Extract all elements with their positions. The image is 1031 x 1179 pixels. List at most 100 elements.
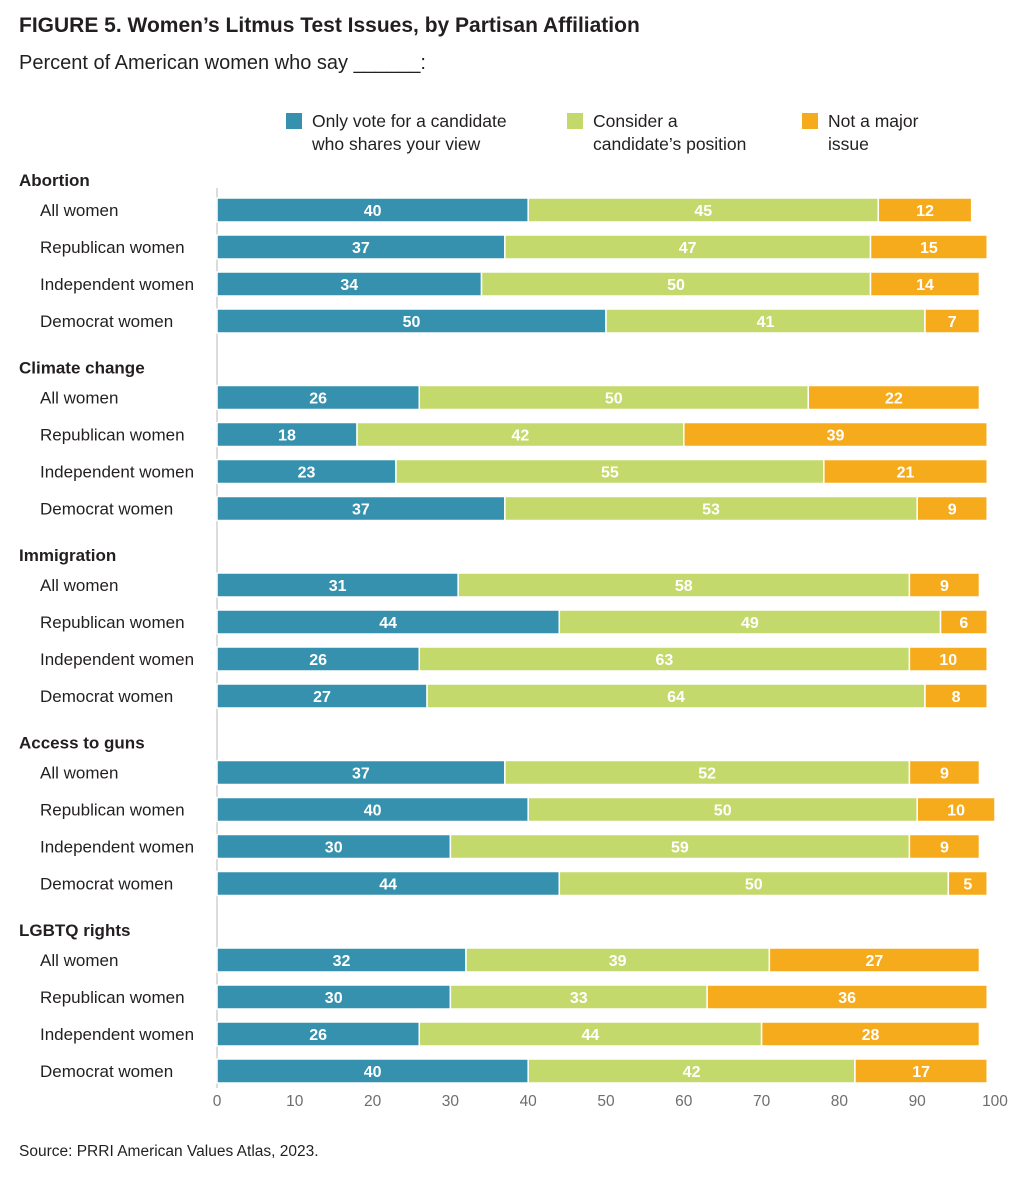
data-label: 9 — [940, 578, 949, 595]
data-label: 14 — [916, 277, 934, 294]
legend-item-consider: Consider a candidate’s position — [567, 110, 746, 156]
data-label: 22 — [885, 391, 903, 408]
bar-segment — [908, 833, 981, 860]
bar-segment — [908, 572, 981, 598]
x-tick-label: 20 — [364, 1093, 382, 1110]
bar-segment — [939, 609, 988, 635]
data-label: 59 — [671, 840, 689, 857]
data-label: 5 — [963, 877, 972, 894]
legend-label-consider: Consider a candidate’s position — [593, 111, 747, 154]
x-tick-label: 40 — [520, 1093, 538, 1110]
row-label: All women — [40, 764, 118, 783]
data-label: 37 — [352, 240, 370, 257]
data-label: 50 — [714, 803, 732, 820]
x-tick-label: 10 — [286, 1093, 304, 1110]
bar-segment — [216, 495, 506, 522]
data-label: 58 — [675, 578, 693, 595]
row-label: All women — [40, 201, 118, 220]
bar-segment — [418, 646, 911, 672]
bar-segment — [807, 384, 981, 411]
data-label: 44 — [379, 615, 397, 632]
bar-segment — [216, 458, 397, 485]
row-label: Independent women — [40, 650, 194, 669]
legend-swatch-consider — [567, 113, 583, 129]
group-label: Access to guns — [19, 734, 145, 753]
bar-segment — [465, 947, 771, 973]
data-label: 8 — [952, 689, 961, 706]
bar-segment — [418, 1021, 763, 1047]
data-label: 18 — [278, 428, 296, 445]
data-label: 27 — [866, 953, 884, 970]
bar-segment — [869, 234, 988, 260]
x-tick-label: 90 — [909, 1093, 927, 1110]
data-label: 30 — [325, 990, 343, 1007]
bar-segment — [216, 833, 452, 860]
x-tick-label: 50 — [597, 1093, 615, 1110]
data-label: 50 — [605, 391, 623, 408]
data-label: 36 — [838, 990, 856, 1007]
bar-segment — [504, 234, 872, 260]
legend-label-not-major: Not a major issue — [828, 111, 919, 154]
data-label: 39 — [609, 953, 627, 970]
data-label: 7 — [948, 314, 957, 331]
row-label: All women — [40, 951, 118, 970]
bar-segment — [527, 197, 880, 223]
bar-segment — [823, 458, 988, 485]
row-label: Democrat women — [40, 1062, 173, 1081]
group-label: LGBTQ rights — [19, 921, 130, 940]
data-label: 50 — [667, 277, 685, 294]
bar-segment — [916, 495, 988, 522]
row-label: Republican women — [40, 238, 185, 257]
data-label: 44 — [582, 1027, 600, 1044]
bar-segment — [216, 234, 506, 260]
data-label: 50 — [745, 877, 763, 894]
bar-segment — [356, 421, 685, 448]
data-label: 10 — [939, 652, 957, 669]
bar-segment — [216, 421, 358, 448]
data-label: 40 — [364, 203, 382, 220]
data-label: 44 — [379, 877, 397, 894]
bar-segment — [916, 796, 996, 823]
data-label: 40 — [364, 1064, 382, 1081]
bar-segment — [924, 683, 988, 709]
data-label: 23 — [298, 465, 316, 482]
row-label: Democrat women — [40, 312, 173, 331]
data-label: 42 — [512, 428, 530, 445]
data-label: 45 — [694, 203, 712, 220]
bar-segment — [216, 947, 467, 973]
bar-segment — [216, 384, 421, 411]
x-tick-label: 60 — [675, 1093, 693, 1110]
data-label: 37 — [352, 502, 370, 519]
data-label: 17 — [912, 1064, 930, 1081]
data-label: 39 — [827, 428, 845, 445]
bar-segment — [683, 421, 988, 448]
data-label: 41 — [757, 314, 775, 331]
chart-subtitle: Percent of American women who say ______… — [19, 52, 426, 74]
bar-segment — [480, 271, 872, 297]
group-label: Immigration — [19, 546, 116, 565]
bar-segment — [854, 1058, 988, 1084]
x-tick-label: 100 — [982, 1093, 1008, 1110]
bar-segment — [924, 308, 981, 334]
row-label: Republican women — [40, 426, 185, 445]
x-tick-label: 70 — [753, 1093, 771, 1110]
data-label: 42 — [683, 1064, 701, 1081]
row-label: Independent women — [40, 463, 194, 482]
data-label: 50 — [403, 314, 421, 331]
data-label: 31 — [329, 578, 347, 595]
bar-segment — [216, 572, 459, 598]
bar-segment — [216, 870, 561, 897]
bar-segment — [457, 572, 911, 598]
bar-segment — [908, 759, 981, 786]
bar-segment — [216, 197, 529, 223]
legend-item-only-vote: Only vote for a candidate who shares you… — [286, 110, 507, 156]
bar-segment — [877, 197, 973, 223]
row-label: Independent women — [40, 1025, 194, 1044]
data-label: 28 — [862, 1027, 880, 1044]
chart-title: FIGURE 5. Women’s Litmus Test Issues, by… — [19, 14, 640, 37]
bar-segment — [527, 796, 918, 823]
row-label: All women — [40, 576, 118, 595]
bar-segment — [527, 1058, 856, 1084]
row-label: Democrat women — [40, 687, 173, 706]
data-label: 26 — [309, 391, 327, 408]
